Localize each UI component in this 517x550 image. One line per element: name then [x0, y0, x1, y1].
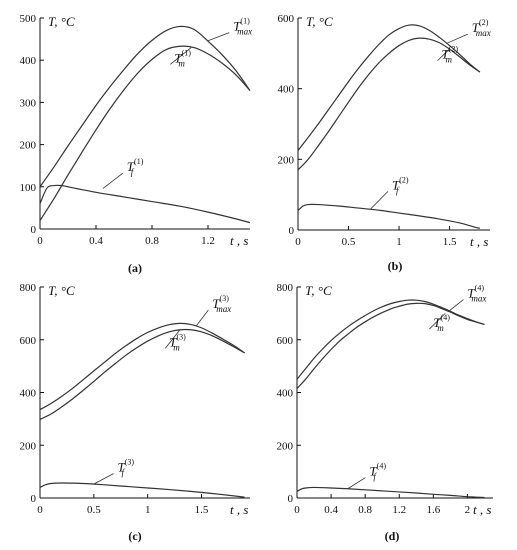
y-tick-label: 600 — [277, 335, 294, 347]
annotation-leader-line — [437, 48, 450, 61]
x-axis-title: t , s — [473, 502, 491, 517]
panel-b: 0 200 400 600 0 0.5 1 1.5 T, °C t , s T(2) max T(2) m… — [278, 13, 491, 273]
y-tick-label: 400 — [20, 55, 37, 67]
y-tick-label: 600 — [278, 13, 295, 25]
series-line-m — [39, 45, 251, 221]
x-tick-label: 1.5 — [195, 504, 209, 516]
series-line-m — [297, 37, 481, 171]
x-tick-label: 0.5 — [87, 504, 101, 516]
x-axis-title: t , s — [230, 502, 248, 517]
x-tick-label: 0.5 — [342, 236, 356, 248]
panel-caption: (a) — [128, 261, 142, 275]
y-tick-label: 500 — [20, 13, 37, 25]
y-tick-label: 400 — [277, 388, 294, 400]
y-tick-label: 0 — [289, 225, 295, 237]
x-tick-label: 0.4 — [324, 504, 338, 516]
annotation-leader-line — [164, 329, 181, 349]
y-tick-label: 800 — [277, 282, 294, 294]
series-line-max — [297, 24, 481, 151]
annotation-leader-line — [448, 299, 464, 312]
y-tick-label: 200 — [278, 154, 295, 166]
series-line-m — [296, 302, 485, 389]
series-line-max — [296, 299, 485, 380]
panel-d: 0 200 400 600 800 0 0.4 0.8 1.2 1.6 2 T, °C t , s T(4… — [277, 282, 493, 543]
panel-a: 0 100 200 300 400 500 0 0.4 0.8 1.2 T, °C t , s T(1)… — [20, 13, 253, 275]
y-tick-label: 0 — [31, 224, 37, 236]
x-tick-label: 0.8 — [358, 504, 372, 516]
y-axis-title: T, °C — [306, 14, 333, 29]
annotation-leader-line — [207, 32, 230, 42]
series-line-max — [39, 322, 245, 411]
series-label-max: T(4) max — [467, 284, 486, 304]
annotation-leader-line — [170, 47, 192, 65]
panel-caption: (d) — [385, 529, 400, 543]
series-label-m: T(2) m — [441, 45, 458, 65]
series-line-f — [39, 184, 251, 224]
annotation-leader-line — [370, 191, 389, 210]
annotation-leader-line — [93, 473, 114, 485]
series-label-f: T(3) f — [118, 458, 135, 478]
y-tick-label: 300 — [20, 97, 37, 109]
series-label-m: T(3) m — [169, 332, 186, 352]
x-tick-label: 1.5 — [443, 236, 457, 248]
series-line-f — [297, 203, 481, 229]
y-tick-label: 400 — [20, 388, 37, 400]
annotation-leader-line — [429, 313, 446, 330]
x-tick-label: 0.4 — [89, 235, 103, 247]
series-label-max: T(2) max — [472, 18, 491, 38]
y-tick-label: 100 — [20, 182, 37, 194]
panel-caption: (c) — [128, 529, 141, 543]
x-tick-label: 1.6 — [426, 504, 440, 516]
annotation-leader-line — [102, 172, 124, 189]
y-tick-label: 200 — [20, 440, 37, 452]
panel-c: 0 200 400 600 800 0 0.5 1 1.5 T, °C t , s T(3) max T(… — [20, 282, 250, 543]
x-tick-label: 0 — [295, 236, 301, 248]
x-tick-label: 2 — [465, 504, 471, 516]
y-axis-title: T, °C — [48, 14, 75, 29]
x-axis-title: t , s — [230, 233, 248, 248]
annotation-leader-line — [195, 309, 209, 327]
series-label-max: T(3) max — [212, 294, 231, 314]
series-label-f: T(1) f — [127, 157, 144, 177]
x-tick-label: 1 — [396, 236, 402, 248]
series-label-m: T(1) m — [174, 48, 191, 68]
x-tick-label: 0 — [37, 235, 43, 247]
y-tick-label: 600 — [20, 335, 37, 347]
series-line-max — [39, 25, 251, 188]
annotation-leader-line — [347, 477, 366, 489]
x-tick-label: 1.2 — [392, 504, 406, 516]
series-line-f — [39, 482, 245, 498]
x-tick-label: 1 — [145, 504, 151, 516]
y-axis-title: T, °C — [48, 283, 75, 298]
series-line-m — [39, 328, 245, 420]
y-tick-label: 0 — [288, 493, 294, 505]
x-tick-label: 1.2 — [201, 235, 215, 247]
annotation-leader-line — [446, 33, 468, 44]
y-tick-label: 0 — [31, 493, 37, 505]
y-axis-title: T, °C — [305, 283, 332, 298]
y-tick-label: 400 — [278, 84, 295, 96]
y-tick-label: 200 — [277, 440, 294, 452]
x-tick-label: 0 — [294, 504, 300, 516]
series-label-m: T(4) m — [433, 313, 450, 333]
y-tick-label: 200 — [20, 140, 37, 152]
series-line-f — [296, 486, 485, 499]
series-label-max: T(1) max — [233, 17, 252, 37]
panel-caption: (b) — [388, 259, 403, 273]
series-label-f: T(4) f — [369, 462, 386, 482]
x-tick-label: 0 — [37, 504, 43, 516]
x-tick-label: 0.8 — [145, 235, 159, 247]
series-label-f: T(2) f — [392, 175, 409, 195]
x-axis-title: t , s — [470, 234, 488, 249]
y-tick-label: 800 — [20, 282, 37, 294]
